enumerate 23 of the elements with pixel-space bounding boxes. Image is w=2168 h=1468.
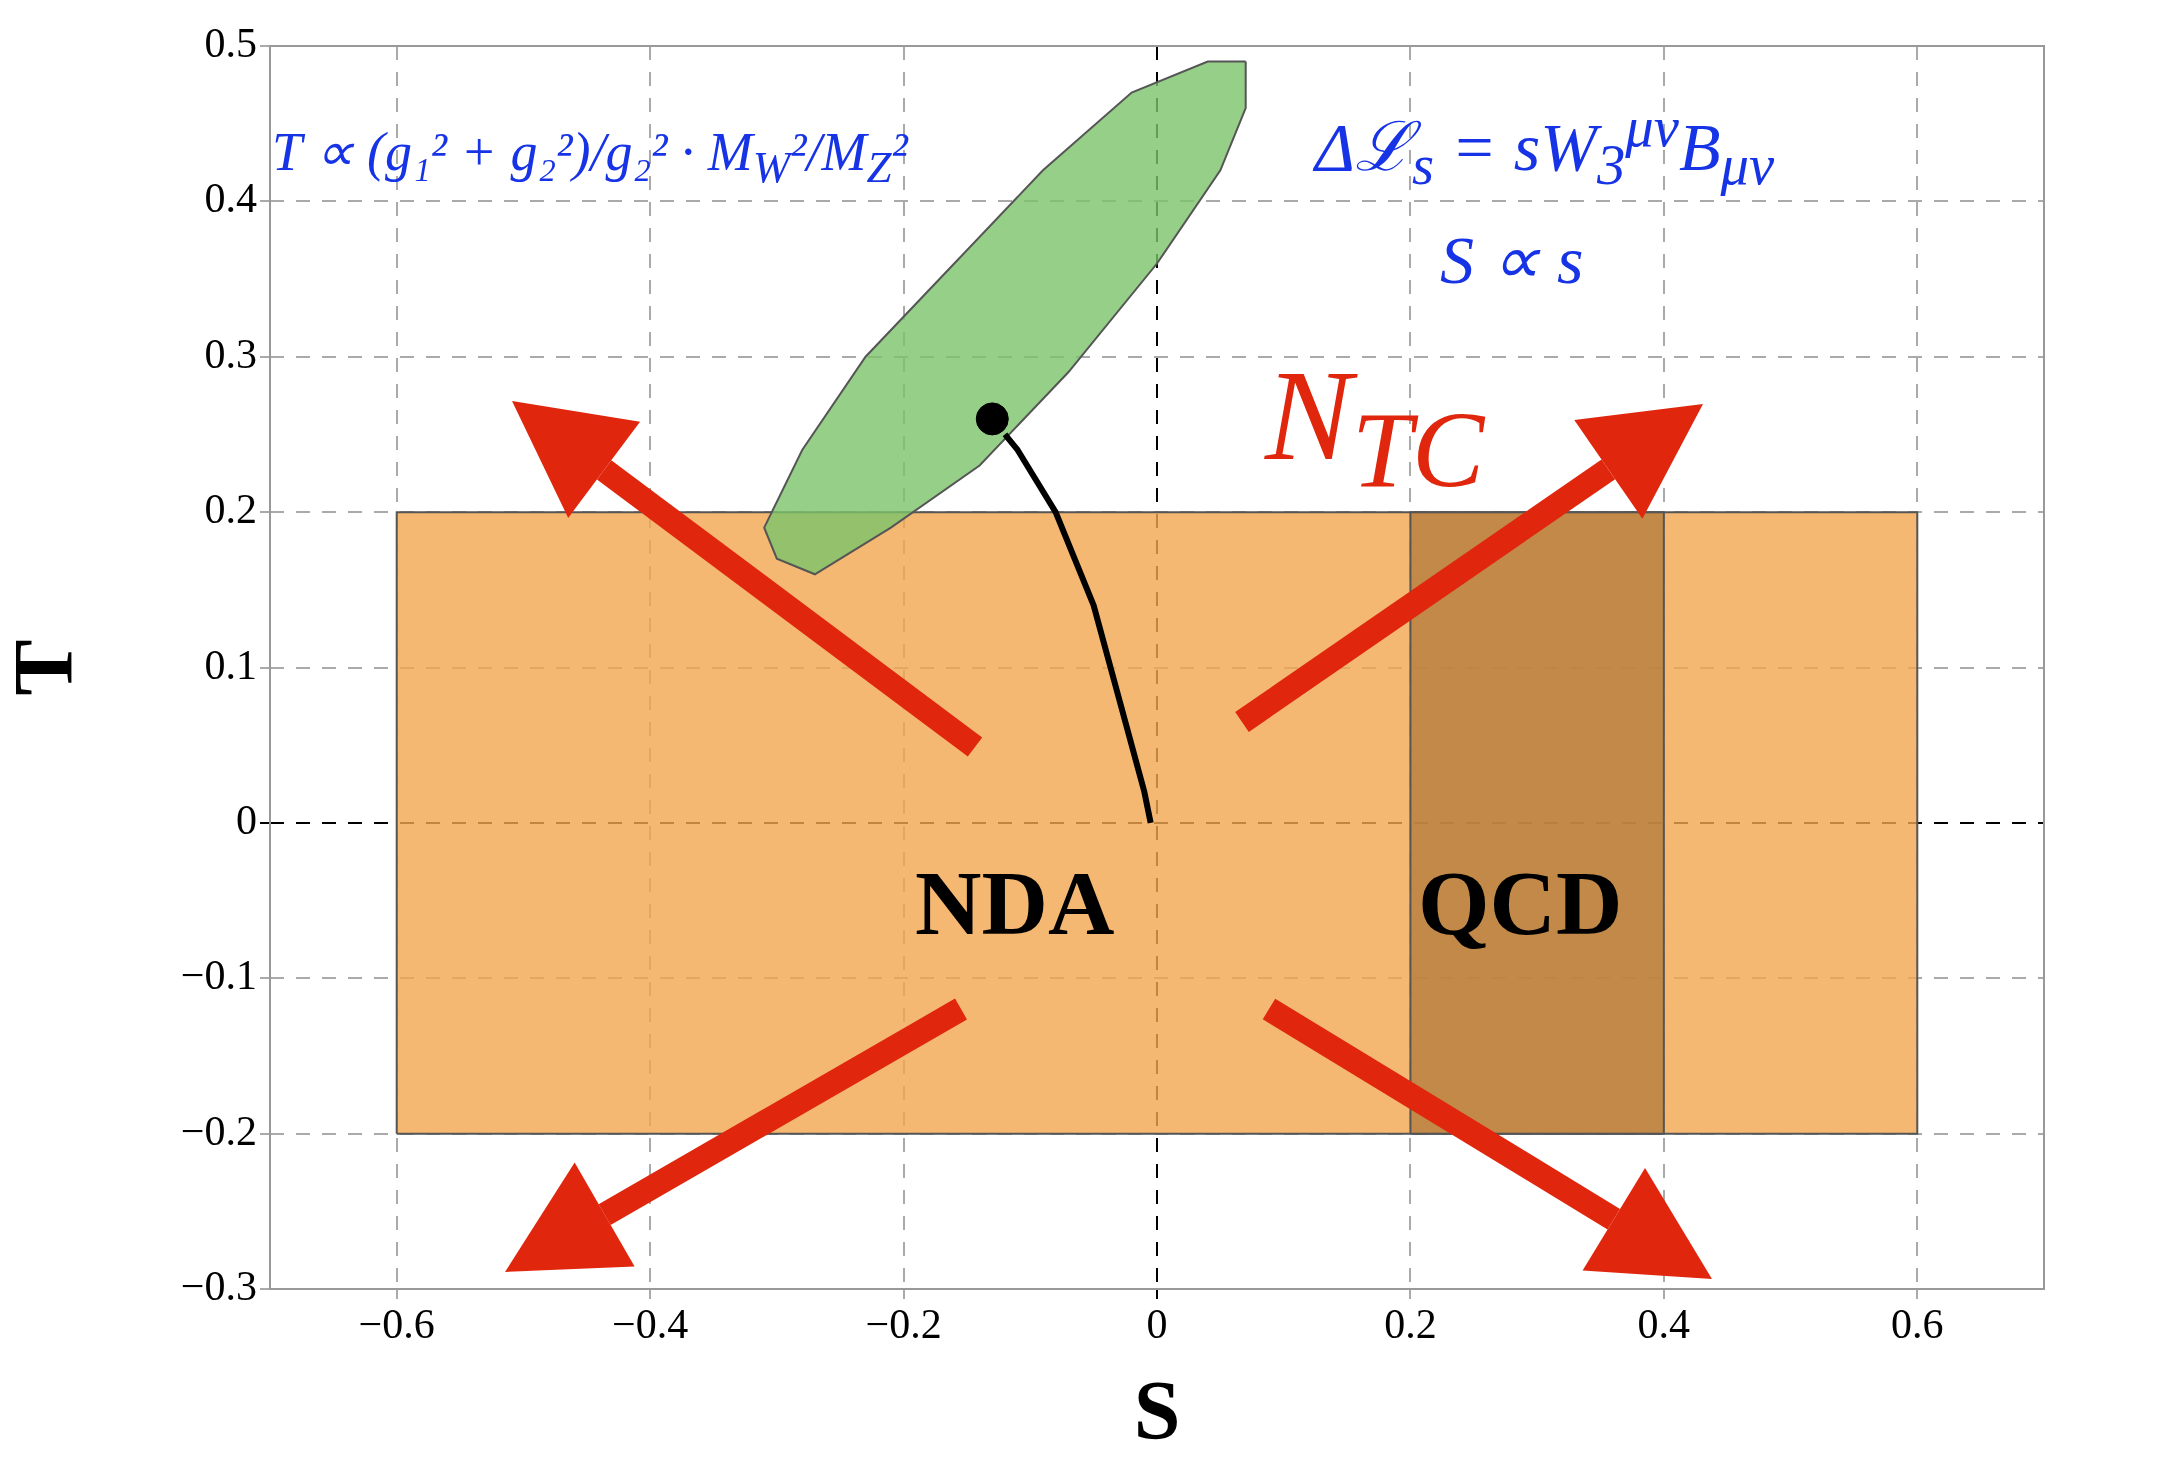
x-tick-label: 0.2 (1384, 1301, 1437, 1348)
annotation: NDA (915, 851, 1115, 956)
y-tick-label: −0.2 (180, 1107, 257, 1154)
y-tick-label: 0.5 (204, 20, 257, 67)
y-tick-label: −0.3 (180, 1263, 257, 1310)
annotation: N$_{TC}$ (1265, 342, 1485, 511)
x-tick-label: −0.6 (358, 1301, 435, 1348)
x-tick-label: −0.2 (865, 1301, 942, 1348)
annotation: S ∝ s (1440, 221, 1584, 300)
x-tick-label: 0 (1146, 1301, 1168, 1348)
y-tick-label: 0.4 (204, 175, 257, 222)
x-axis-title: S (1133, 1364, 1181, 1458)
y-tick-label: −0.1 (180, 952, 257, 999)
annotation: QCD (1418, 851, 1623, 956)
y-tick-label: 0 (236, 796, 257, 843)
x-tick-label: 0.6 (1891, 1301, 1944, 1348)
y-tick-label: 0.1 (204, 641, 257, 688)
y-tick-label: 0.3 (204, 330, 257, 377)
x-tick-label: 0.4 (1637, 1301, 1691, 1348)
x-tick-label: −0.4 (612, 1301, 689, 1348)
annotation: T ∝ (g₁² + g₂²)/g₂² · M$_{W}$²/M$_{Z}$² (272, 121, 908, 193)
y-axis-title: T (0, 639, 91, 696)
y-tick-label: 0.2 (204, 486, 257, 533)
